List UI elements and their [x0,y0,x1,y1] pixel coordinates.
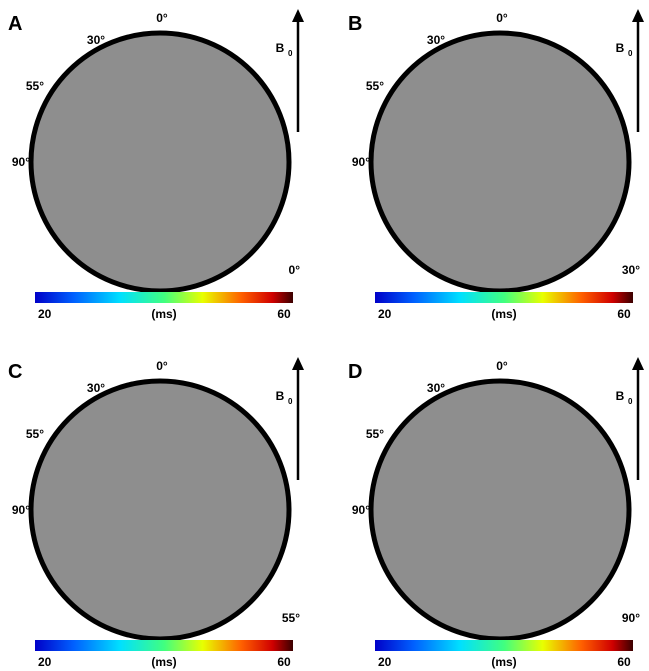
panel-letter: D [348,361,362,383]
field-label: B [616,41,625,55]
colorbar-unit: (ms) [151,655,176,669]
panel-letter: C [8,361,22,383]
colorbar-max: 60 [277,655,291,669]
angle-label: 55° [366,79,384,93]
angle-label: 30° [87,33,105,47]
colorbar-min: 20 [378,307,392,321]
angle-label: 30° [427,381,445,395]
colorbar-unit: (ms) [491,307,516,321]
angle-label: 90° [12,155,30,169]
angle-label: 0° [156,359,168,373]
colorbar-max: 60 [617,307,631,321]
colorbar-unit: (ms) [151,307,176,321]
angle-label: 90° [352,503,370,517]
figure: A0°30°55°90°B00°20(ms)60B0°30°55°90°B030… [0,0,649,671]
angle-label: 55° [26,79,44,93]
angle-label: 30° [427,33,445,47]
field-label: B [276,389,285,403]
panel-letter: A [8,13,22,35]
angle-label: 0° [496,11,508,25]
panel-letter: B [348,13,362,35]
angle-label: 90° [352,155,370,169]
colorbar [35,292,293,303]
angle-label: 55° [26,427,44,441]
colorbar-min: 20 [38,307,52,321]
field-arrow-head [632,357,644,370]
colorbar-max: 60 [277,307,291,321]
colorbar [35,640,293,651]
field-arrow-head [632,9,644,22]
orientation-label: 0° [289,263,301,277]
colorbar [375,292,633,303]
angle-label: 30° [87,381,105,395]
angle-label: 0° [156,11,168,25]
orientation-label: 55° [282,611,300,625]
colorbar [375,640,633,651]
angle-label: 55° [366,427,384,441]
colorbar-unit: (ms) [491,655,516,669]
field-label: B [276,41,285,55]
field-arrow-head [292,357,304,370]
colorbar-min: 20 [378,655,392,669]
angle-label: 90° [12,503,30,517]
field-arrow-head [292,9,304,22]
orientation-label: 90° [622,611,640,625]
field-subscript: 0 [628,397,633,406]
colorbar-max: 60 [617,655,631,669]
field-subscript: 0 [628,49,633,58]
angle-label: 0° [496,359,508,373]
orientation-label: 30° [622,263,640,277]
colorbar-min: 20 [38,655,52,669]
field-subscript: 0 [288,49,293,58]
field-subscript: 0 [288,397,293,406]
field-label: B [616,389,625,403]
